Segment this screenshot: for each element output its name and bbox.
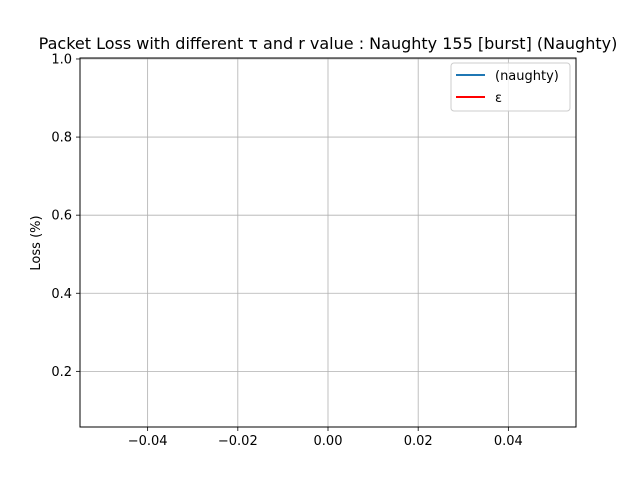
legend-label: (naughty) <box>495 69 559 84</box>
legend-label: ε <box>495 91 502 106</box>
grid-lines <box>80 58 576 427</box>
x-tick-label: 0.04 <box>494 434 523 449</box>
y-tick-label: 1.0 <box>51 52 72 67</box>
y-axis-label: Loss (%) <box>29 215 44 270</box>
y-tick-label: 0.4 <box>51 287 72 302</box>
chart-title: Packet Loss with different τ and r value… <box>39 34 618 53</box>
y-axis-ticks: 0.2 0.4 0.6 0.8 1.0 <box>51 52 80 380</box>
x-axis-ticks: −0.04 −0.02 0.00 0.02 0.04 <box>128 427 523 449</box>
y-tick-label: 0.2 <box>51 365 72 380</box>
y-tick-label: 0.6 <box>51 209 72 224</box>
x-tick-label: −0.02 <box>218 434 258 449</box>
legend: (naughty) ε <box>450 62 571 112</box>
x-tick-label: −0.04 <box>128 434 168 449</box>
x-tick-label: 0.02 <box>404 434 433 449</box>
y-tick-label: 0.8 <box>51 131 72 146</box>
x-tick-label: 0.00 <box>314 434 343 449</box>
